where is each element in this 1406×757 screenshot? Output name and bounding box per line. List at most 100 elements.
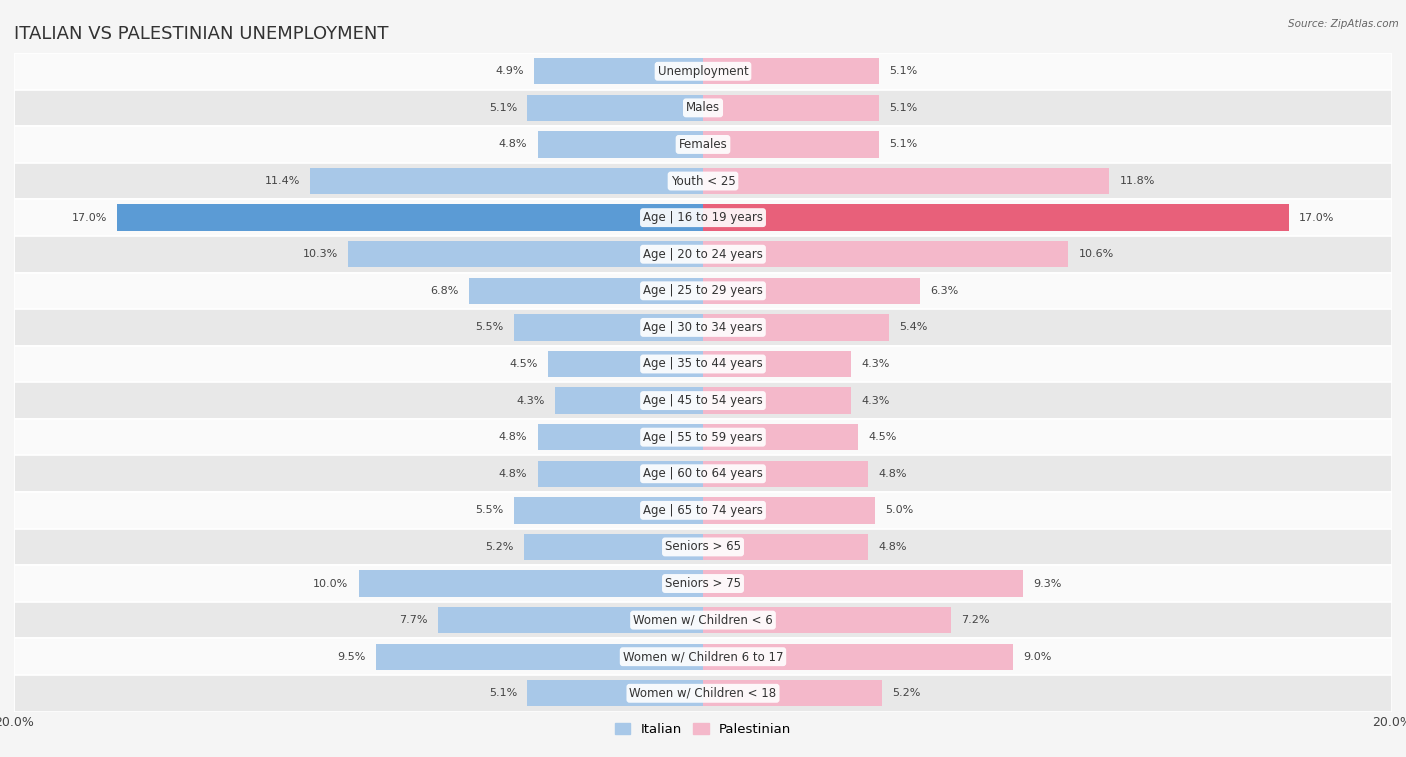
Bar <box>527 680 703 706</box>
Bar <box>703 204 1289 231</box>
Text: Unemployment: Unemployment <box>658 65 748 78</box>
Bar <box>349 241 703 267</box>
Bar <box>14 89 1392 126</box>
Bar <box>524 534 703 560</box>
Text: Youth < 25: Youth < 25 <box>671 175 735 188</box>
Bar <box>311 168 703 195</box>
Bar <box>14 675 1392 712</box>
Bar <box>537 131 703 157</box>
Bar <box>703 388 851 414</box>
Text: 4.8%: 4.8% <box>499 139 527 149</box>
Bar <box>14 565 1392 602</box>
Bar <box>14 492 1392 528</box>
Bar <box>14 382 1392 419</box>
Bar <box>703 570 1024 597</box>
Text: 17.0%: 17.0% <box>72 213 107 223</box>
Text: Females: Females <box>679 138 727 151</box>
Text: 4.8%: 4.8% <box>499 432 527 442</box>
Text: 9.5%: 9.5% <box>337 652 366 662</box>
Bar <box>527 95 703 121</box>
Text: Women w/ Children 6 to 17: Women w/ Children 6 to 17 <box>623 650 783 663</box>
Text: 4.5%: 4.5% <box>509 359 537 369</box>
Bar <box>703 58 879 85</box>
Bar <box>703 460 869 487</box>
Text: 7.7%: 7.7% <box>399 615 427 625</box>
Bar <box>703 607 950 634</box>
Bar <box>703 241 1069 267</box>
Bar <box>14 199 1392 236</box>
Text: 5.1%: 5.1% <box>489 688 517 698</box>
Text: Seniors > 75: Seniors > 75 <box>665 577 741 590</box>
Text: Women w/ Children < 18: Women w/ Children < 18 <box>630 687 776 699</box>
Text: 5.2%: 5.2% <box>485 542 513 552</box>
Text: 5.1%: 5.1% <box>489 103 517 113</box>
Bar <box>537 460 703 487</box>
Bar <box>513 497 703 524</box>
Bar <box>14 528 1392 565</box>
Bar <box>703 168 1109 195</box>
Text: 4.5%: 4.5% <box>869 432 897 442</box>
Text: Age | 30 to 34 years: Age | 30 to 34 years <box>643 321 763 334</box>
Text: Age | 35 to 44 years: Age | 35 to 44 years <box>643 357 763 370</box>
Text: 6.8%: 6.8% <box>430 286 458 296</box>
Text: Age | 16 to 19 years: Age | 16 to 19 years <box>643 211 763 224</box>
Text: Age | 45 to 54 years: Age | 45 to 54 years <box>643 394 763 407</box>
Bar <box>14 236 1392 273</box>
Text: Women w/ Children < 6: Women w/ Children < 6 <box>633 614 773 627</box>
Text: 10.3%: 10.3% <box>302 249 337 259</box>
Bar <box>14 163 1392 199</box>
Bar <box>703 497 875 524</box>
Bar <box>703 95 879 121</box>
Text: Age | 60 to 64 years: Age | 60 to 64 years <box>643 467 763 480</box>
Bar <box>703 350 851 377</box>
Bar <box>14 126 1392 163</box>
Text: 9.0%: 9.0% <box>1024 652 1052 662</box>
Bar <box>703 314 889 341</box>
Bar <box>703 278 920 304</box>
Text: 5.2%: 5.2% <box>893 688 921 698</box>
Text: 5.1%: 5.1% <box>889 139 917 149</box>
Bar <box>468 278 703 304</box>
Bar <box>703 131 879 157</box>
Bar <box>548 350 703 377</box>
Text: ITALIAN VS PALESTINIAN UNEMPLOYMENT: ITALIAN VS PALESTINIAN UNEMPLOYMENT <box>14 25 388 43</box>
Text: 5.4%: 5.4% <box>900 322 928 332</box>
Text: 9.3%: 9.3% <box>1033 578 1062 588</box>
Bar <box>703 424 858 450</box>
Text: Age | 25 to 29 years: Age | 25 to 29 years <box>643 285 763 298</box>
Bar <box>14 602 1392 638</box>
Text: 10.6%: 10.6% <box>1078 249 1114 259</box>
Bar <box>703 534 869 560</box>
Legend: Italian, Palestinian: Italian, Palestinian <box>609 718 797 741</box>
Text: 4.3%: 4.3% <box>862 359 890 369</box>
Bar <box>14 273 1392 309</box>
Bar <box>537 424 703 450</box>
Bar <box>513 314 703 341</box>
Text: 5.1%: 5.1% <box>889 103 917 113</box>
Bar <box>117 204 703 231</box>
Bar <box>14 309 1392 346</box>
Text: 4.8%: 4.8% <box>879 469 907 478</box>
Bar <box>703 643 1012 670</box>
Text: 7.2%: 7.2% <box>962 615 990 625</box>
Bar <box>14 456 1392 492</box>
Text: 6.3%: 6.3% <box>931 286 959 296</box>
Bar <box>14 53 1392 89</box>
Text: 4.3%: 4.3% <box>516 396 544 406</box>
Text: 4.8%: 4.8% <box>499 469 527 478</box>
Bar <box>14 638 1392 675</box>
Text: Males: Males <box>686 101 720 114</box>
Text: Age | 65 to 74 years: Age | 65 to 74 years <box>643 504 763 517</box>
Bar <box>359 570 703 597</box>
Text: 4.3%: 4.3% <box>862 396 890 406</box>
Bar <box>703 680 882 706</box>
Text: 5.5%: 5.5% <box>475 322 503 332</box>
Text: 11.8%: 11.8% <box>1119 176 1156 186</box>
Text: 5.0%: 5.0% <box>886 506 914 516</box>
Text: 17.0%: 17.0% <box>1299 213 1334 223</box>
Text: 4.9%: 4.9% <box>495 67 524 76</box>
Text: 5.5%: 5.5% <box>475 506 503 516</box>
Text: 10.0%: 10.0% <box>314 578 349 588</box>
Bar <box>437 607 703 634</box>
Bar <box>534 58 703 85</box>
